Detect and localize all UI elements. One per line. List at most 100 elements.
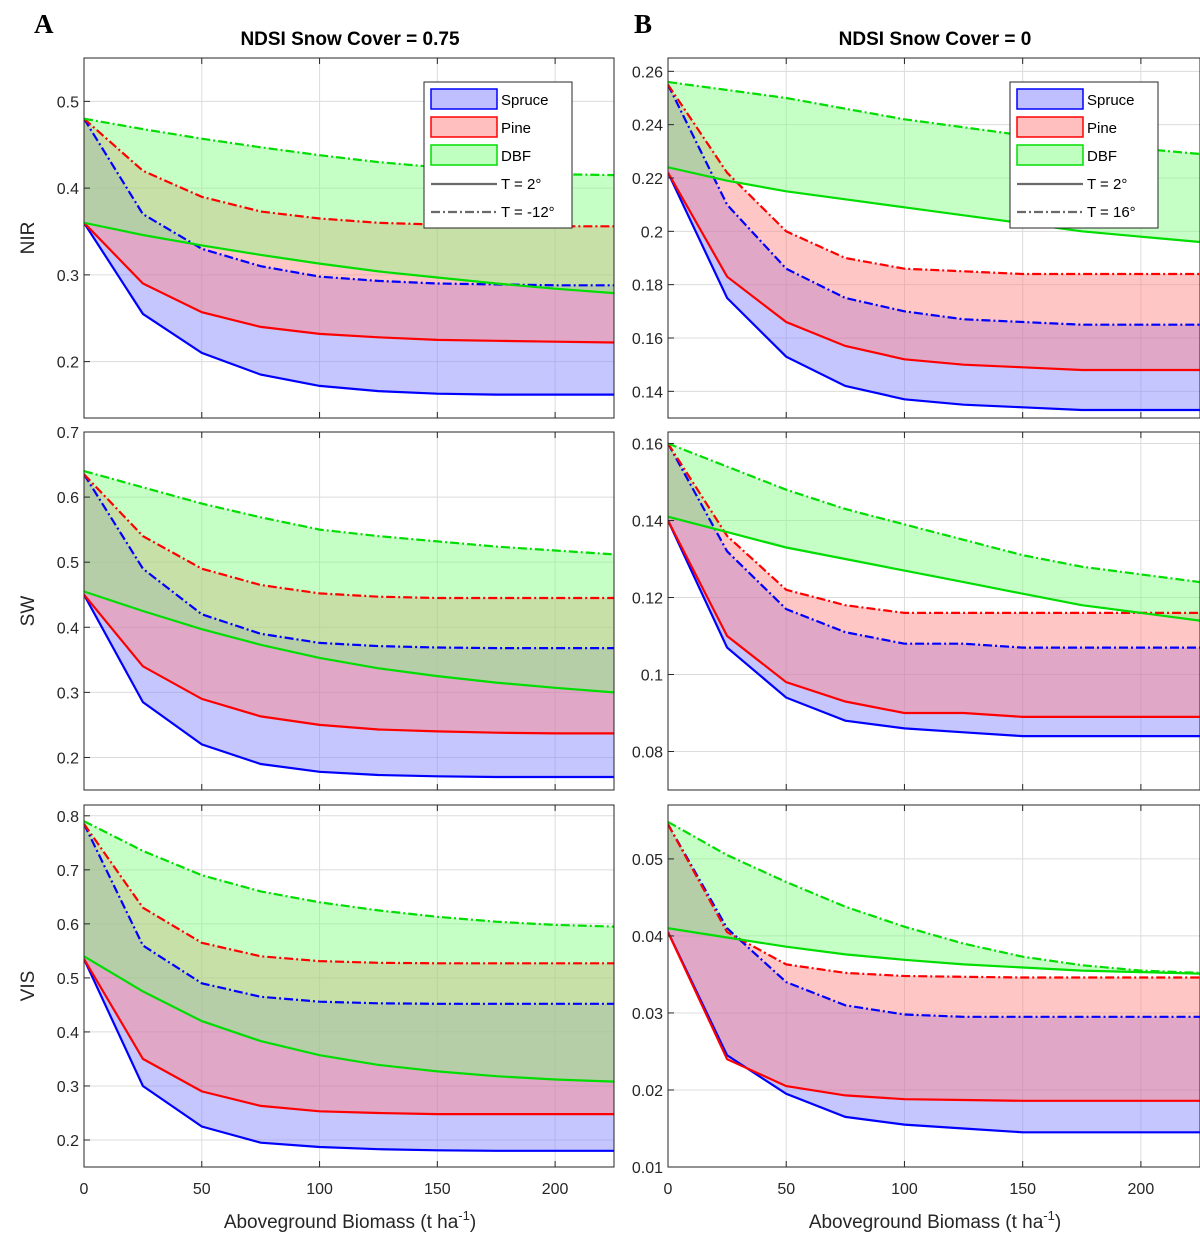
- x-tick-label: 100: [306, 1181, 333, 1198]
- y-tick-label: 0.26: [632, 64, 663, 81]
- line-spruce-dashdot: [668, 823, 1200, 1018]
- y-tick-label: 0.04: [632, 929, 663, 946]
- band-pine: [668, 84, 1200, 370]
- plot-border: [83, 431, 615, 791]
- line-pine-dashdot: [668, 84, 1200, 276]
- y-axis-label: SW: [18, 596, 39, 627]
- band-spruce: [668, 824, 1200, 1133]
- y-tick-label: 0.3: [57, 268, 79, 285]
- y-tick-label: 0.8: [57, 809, 79, 826]
- panel-b-sw: 0.08 0.1 0.12 0.14 0.16: [632, 431, 1200, 791]
- y-tick-label: 0.2: [641, 224, 663, 241]
- band-dbf: [84, 821, 614, 1082]
- x-axis-label-a: Aboveground Biomass (t ha-1): [224, 1208, 476, 1233]
- band-spruce: [84, 474, 614, 777]
- panel-letter-b: B: [634, 9, 652, 39]
- y-tick-label: 0.2: [57, 750, 79, 767]
- x-axis-label-main: Aboveground Biomass (t ha: [809, 1212, 1044, 1233]
- band-dbf: [668, 821, 1200, 974]
- line-dbf-dashdot: [668, 820, 1200, 974]
- x-tick-label: 200: [1128, 1181, 1155, 1198]
- y-tick-label: 0.22: [632, 171, 663, 188]
- band-dbf: [84, 118, 614, 294]
- line-dbf-solid: [668, 515, 1200, 622]
- line-pine-solid: [668, 172, 1200, 372]
- y-tick-label: 0.7: [57, 425, 79, 442]
- band-spruce: [84, 823, 614, 1151]
- y-tick-label: 0.4: [57, 1025, 79, 1042]
- line-dbf-solid: [84, 590, 614, 694]
- line-pine-solid: [84, 594, 614, 735]
- x-axis-label-end: ): [470, 1212, 476, 1233]
- y-tick-label: 0.16: [632, 437, 663, 454]
- y-tick-label: 0.12: [632, 591, 663, 608]
- x-tick-label: 50: [193, 1181, 211, 1198]
- line-dbf-solid: [84, 955, 614, 1083]
- y-tick-label: 0.1: [641, 668, 663, 685]
- y-tick-label: 0.02: [632, 1083, 663, 1100]
- x-axis-label-sup: -1: [458, 1208, 470, 1223]
- legend-label: DBF: [1087, 148, 1117, 165]
- line-spruce-solid: [84, 594, 614, 779]
- band-dbf: [84, 471, 614, 693]
- y-tick-label: 0.4: [57, 181, 79, 198]
- y-tick-label: 0.18: [632, 278, 663, 295]
- legend-label: T = 2°: [501, 176, 541, 193]
- legend-swatch-dbf: [1016, 144, 1084, 166]
- plot-border: [667, 57, 1200, 419]
- y-tick-label: 0.7: [57, 863, 79, 880]
- panel-letter-a: A: [34, 9, 54, 39]
- band-spruce: [668, 443, 1200, 737]
- y-tick-label: 0.16: [632, 331, 663, 348]
- y-tick-label: 0.5: [57, 555, 79, 572]
- line-spruce-solid: [84, 958, 614, 1152]
- panel-a-nir: 0.2 0.3 0.4 0.5 NIR Spruce Pine DBF T = 2° T = -1…: [18, 57, 615, 419]
- plot-border: [83, 57, 615, 419]
- plot-area: [83, 431, 615, 791]
- legend-label: Spruce: [501, 92, 549, 109]
- plot-content: [84, 805, 614, 1167]
- y-tick-label: 0.2: [57, 1133, 79, 1150]
- line-spruce-solid: [668, 520, 1200, 738]
- y-tick-label: 0.2: [57, 355, 79, 372]
- y-tick-label: 0.4: [57, 620, 79, 637]
- plot-border: [667, 804, 1200, 1168]
- x-tick-label: 50: [777, 1181, 795, 1198]
- y-tick-label: 0.6: [57, 917, 79, 934]
- panel-b-nir: 0.14 0.16 0.18 0.2 0.22 0.24 0.26 Spruce Pine DBF…: [632, 57, 1200, 419]
- legend-swatch-spruce: [430, 88, 498, 110]
- legend-swatch-pine: [430, 116, 498, 138]
- x-axis-label-sup: -1: [1043, 1208, 1055, 1223]
- panels: 0.2 0.3 0.4 0.5 NIR Spruce Pine DBF T = 2° T = -1…: [18, 57, 1200, 1198]
- x-tick-label: 0: [664, 1181, 673, 1198]
- y-tick-label: 0.3: [57, 685, 79, 702]
- legend-label: Pine: [1087, 120, 1117, 137]
- x-tick-label: 150: [424, 1181, 451, 1198]
- y-tick-label: 0.3: [57, 1079, 79, 1096]
- legend-label: Pine: [501, 120, 531, 137]
- legend-label: Spruce: [1087, 92, 1135, 109]
- legend-swatch-pine: [1016, 116, 1084, 138]
- plot-area: [667, 804, 1200, 1168]
- y-axis-label: NIR: [18, 222, 39, 255]
- legend-label: DBF: [501, 148, 531, 165]
- panel-b-vis: 0 50 100 150 200 0.01 0.02 0.03 0.04 0.05: [632, 804, 1200, 1198]
- legend: Spruce Pine DBF T = 2° T = -12°: [423, 81, 573, 229]
- y-tick-label: 0.01: [632, 1160, 663, 1177]
- line-spruce-dashdot: [84, 118, 614, 287]
- line-dbf-dashdot: [84, 820, 614, 928]
- x-tick-label: 200: [542, 1181, 569, 1198]
- x-tick-label: 0: [80, 1181, 89, 1198]
- y-axis-label: VIS: [18, 971, 39, 1002]
- y-tick-label: 0.14: [632, 384, 663, 401]
- line-spruce-dashdot: [84, 473, 614, 650]
- legend-swatch-dbf: [430, 144, 498, 166]
- line-spruce-dashdot: [668, 442, 1200, 649]
- band-pine: [668, 443, 1200, 717]
- y-tick-label: 0.5: [57, 971, 79, 988]
- y-tick-label: 0.05: [632, 852, 663, 869]
- line-spruce-solid: [84, 222, 614, 396]
- line-pine-dashdot: [84, 473, 614, 600]
- band-pine: [668, 824, 1200, 1101]
